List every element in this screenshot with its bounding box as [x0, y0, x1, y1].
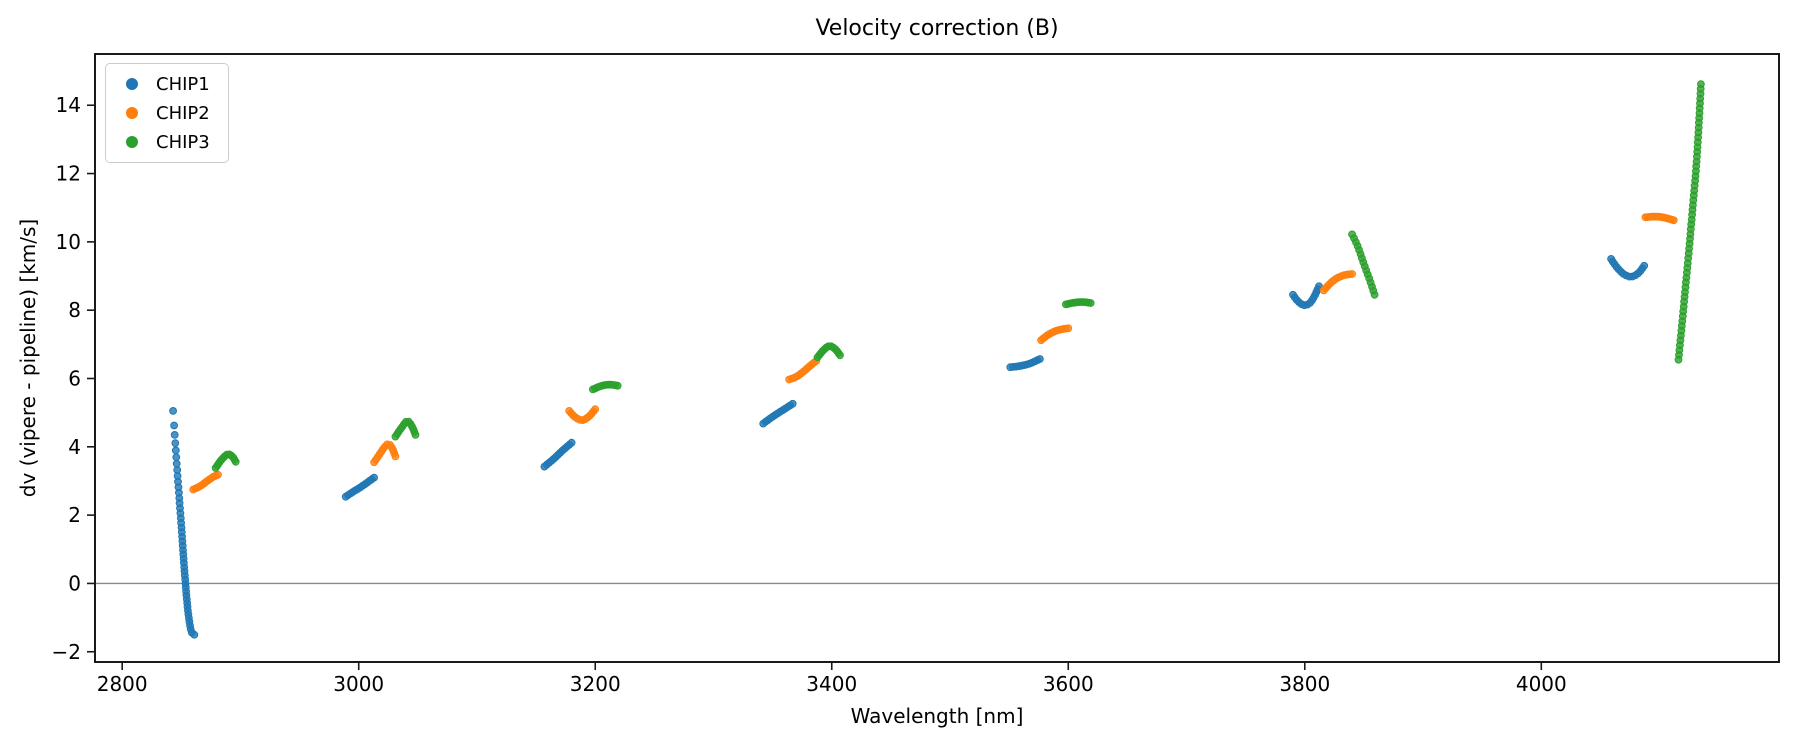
- series-chip1: [169, 255, 1649, 639]
- data-point: [391, 452, 400, 461]
- chip3-marker-icon: [126, 136, 138, 148]
- legend-label-chip1: CHIP1: [156, 73, 210, 95]
- data-point: [613, 381, 622, 390]
- x-axis-label: Wavelength [nm]: [850, 704, 1024, 728]
- y-tick-label: 0: [68, 571, 81, 595]
- legend-entry-chip2: CHIP2: [118, 102, 210, 124]
- plot-border: [94, 53, 1780, 663]
- data-point: [231, 457, 240, 466]
- y-tick-label: 6: [68, 366, 81, 390]
- legend-label-chip3: CHIP3: [156, 131, 210, 153]
- x-tick-label: 3600: [1043, 672, 1094, 696]
- data-point: [567, 438, 576, 447]
- data-point: [170, 431, 179, 439]
- legend: CHIP1 CHIP2 CHIP3: [105, 63, 229, 163]
- legend-label-chip2: CHIP2: [156, 102, 210, 124]
- x-tick-label: 3200: [570, 672, 621, 696]
- y-tick-label: 10: [56, 230, 81, 254]
- y-tick-label: −2: [52, 640, 81, 664]
- data-point: [214, 470, 222, 479]
- data-point: [411, 431, 420, 439]
- data-point: [1086, 299, 1095, 307]
- data-point: [190, 630, 199, 639]
- data-point: [172, 453, 181, 462]
- chip2-marker-icon: [126, 107, 138, 119]
- data-point: [170, 421, 179, 430]
- data-point: [836, 351, 844, 360]
- x-tick-label: 2800: [97, 672, 148, 696]
- legend-entry-chip1: CHIP1: [118, 73, 210, 95]
- legend-entry-chip3: CHIP3: [118, 131, 210, 153]
- data-point: [1348, 270, 1356, 278]
- y-tick-label: 14: [56, 93, 81, 117]
- data-point: [370, 473, 379, 482]
- y-axis-label: dv (vipere - pipeline) [km/s]: [16, 218, 40, 498]
- chip1-marker-icon: [126, 78, 138, 90]
- data-point: [1640, 261, 1649, 270]
- data-point: [1697, 80, 1705, 88]
- data-point: [591, 405, 600, 414]
- series-chip3: [211, 80, 1705, 472]
- data-point: [788, 399, 797, 408]
- x-tick-label: 4000: [1516, 672, 1567, 696]
- data-point: [1370, 290, 1379, 299]
- data-point: [1064, 324, 1073, 333]
- data-point: [1036, 355, 1044, 363]
- data-point: [171, 446, 180, 455]
- data-point: [169, 407, 178, 415]
- x-tick-label: 3000: [333, 672, 384, 696]
- chart-title: Velocity correction (B): [815, 16, 1059, 41]
- data-point: [1669, 216, 1678, 225]
- y-tick-label: 12: [56, 162, 81, 186]
- x-tick-label: 3400: [806, 672, 857, 696]
- y-tick-label: 8: [68, 298, 81, 322]
- y-tick-label: 2: [68, 503, 81, 527]
- x-tick-label: 3800: [1279, 672, 1330, 696]
- series-chip2: [189, 212, 1678, 494]
- data-point: [171, 439, 180, 448]
- y-tick-label: 4: [68, 435, 81, 459]
